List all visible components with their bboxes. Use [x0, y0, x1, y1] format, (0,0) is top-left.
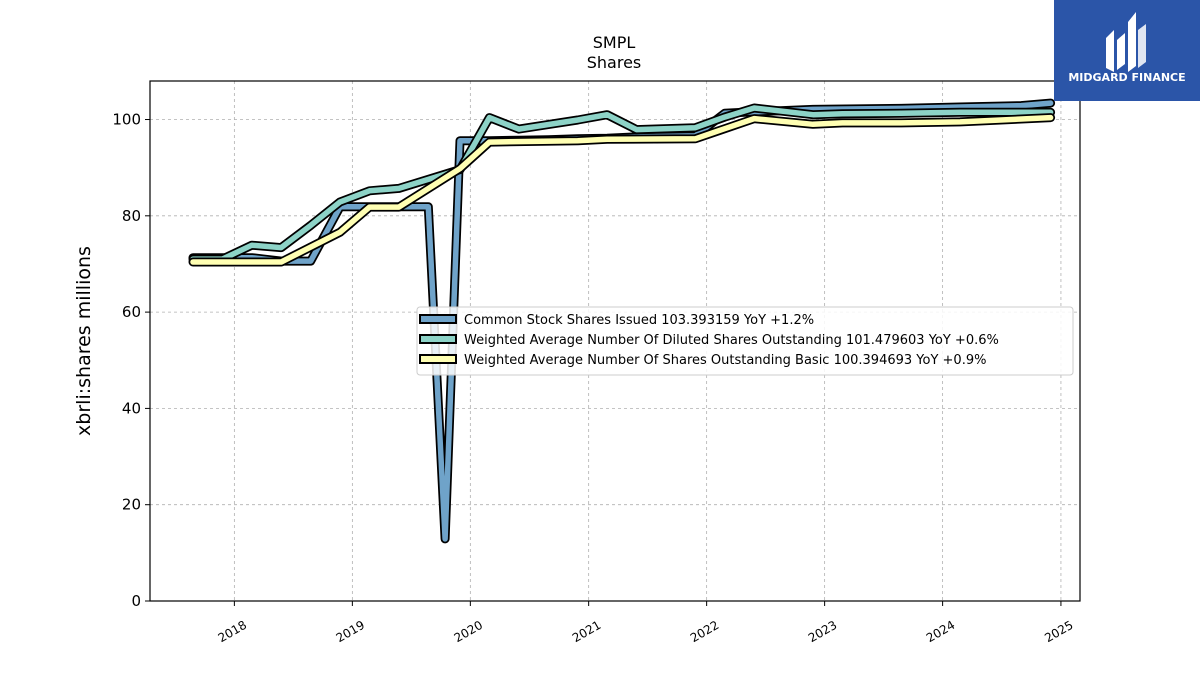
logo-text: MIDGARD FINANCE: [1068, 71, 1185, 84]
legend-label: Common Stock Shares Issued 103.393159 Yo…: [464, 313, 814, 328]
midgard-finance-logo: MIDGARD FINANCE: [1054, 0, 1200, 101]
axis-ticks: 0 20 40 60 80 100 2018 2019 2020 2021 2022 2023 2024…: [112, 111, 1075, 646]
legend: Common Stock Shares Issued 103.393159 Yo…: [416, 306, 1074, 376]
legend-label: Weighted Average Number Of Shares Outsta…: [464, 353, 986, 368]
x-tick-label: 2020: [452, 618, 485, 645]
plot-frame: [149, 80, 1081, 602]
x-tick-label: 2019: [334, 618, 367, 645]
series-line-3: [190, 114, 1054, 265]
legend-swatch: [419, 354, 457, 364]
x-tick-label: 2018: [216, 618, 249, 645]
chart-subtitle: Shares: [587, 53, 642, 72]
chart-title: SMPL: [593, 33, 636, 52]
y-tick-label: 80: [122, 207, 141, 225]
x-tick-label: 2023: [806, 618, 839, 645]
legend-box: [416, 306, 1074, 376]
legend-swatch: [419, 334, 457, 344]
legend-label: Weighted Average Number Of Diluted Share…: [464, 333, 999, 348]
series-line-2: [190, 105, 1054, 262]
x-tick-label: 2022: [688, 618, 721, 645]
x-tick-label: 2024: [924, 618, 957, 645]
y-axis-label: xbrli:shares millions: [73, 246, 95, 436]
series-lines: [188, 98, 1056, 544]
y-tick-label: 0: [131, 592, 141, 610]
legend-swatch: [419, 314, 457, 324]
x-tick-label: 2021: [570, 618, 603, 645]
logo-mark-icon: [1106, 12, 1146, 72]
x-tick-label: 2025: [1042, 618, 1075, 645]
y-tick-label: 60: [122, 303, 141, 321]
y-tick-label: 40: [122, 399, 141, 417]
y-tick-label: 20: [122, 496, 141, 514]
y-tick-label: 100: [112, 111, 141, 129]
